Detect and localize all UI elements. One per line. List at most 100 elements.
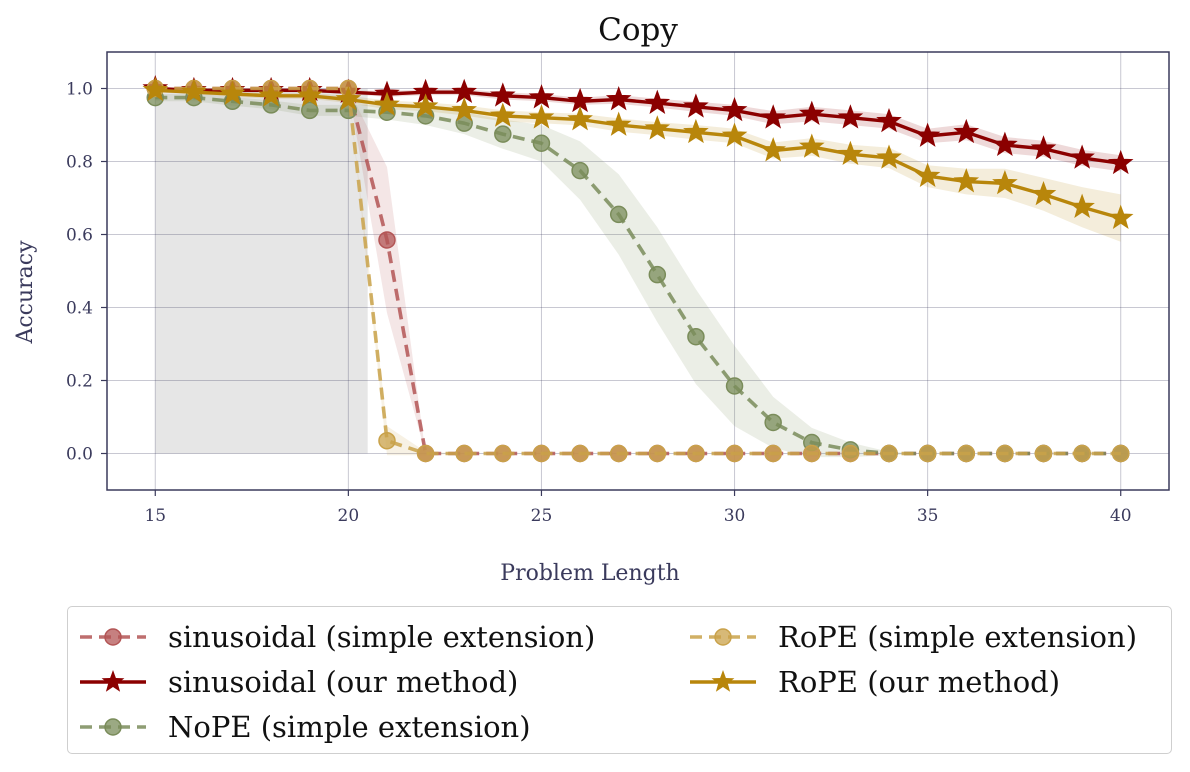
data-point	[1107, 204, 1134, 229]
data-point	[996, 444, 1014, 463]
data-point	[683, 93, 709, 118]
x-tick-label: 20	[338, 506, 360, 526]
legend-item-rope-ours: RoPE (our method)	[688, 662, 1060, 702]
data-point	[181, 78, 207, 104]
legend-swatch-marker	[104, 628, 122, 646]
legend-item-sinusoidal-ours: sinusoidal (our method)	[78, 662, 518, 702]
y-tick-label: 0.6	[66, 226, 93, 246]
data-point	[416, 444, 435, 463]
band-nope-simple-extension	[155, 94, 1121, 458]
data-point	[296, 82, 323, 107]
data-point	[378, 431, 396, 450]
data-point	[918, 444, 937, 463]
legend-item-rope-simple: RoPE (simple extension)	[688, 617, 1137, 657]
data-point	[721, 96, 748, 122]
data-point	[876, 144, 902, 169]
legend-label-sinusoidal-simple: sinusoidal (simple extension)	[168, 620, 596, 654]
data-point	[258, 82, 284, 107]
data-point	[1069, 193, 1095, 218]
data-point	[490, 82, 516, 107]
data-point	[764, 444, 782, 463]
y-tick-label: 0.4	[66, 299, 93, 319]
data-point	[1073, 444, 1091, 463]
data-point	[219, 80, 246, 105]
chart-legend: sinusoidal (simple extension) sinusoidal…	[67, 606, 1172, 754]
data-point	[837, 104, 864, 129]
data-point	[605, 86, 632, 111]
x-tick-label: 15	[144, 506, 166, 526]
data-point	[648, 444, 667, 463]
data-point	[953, 118, 980, 144]
data-point	[644, 89, 671, 114]
data-point	[374, 91, 400, 116]
data-point	[609, 444, 628, 463]
data-point	[455, 444, 473, 463]
plot-frame	[106, 51, 1170, 491]
data-point	[721, 122, 748, 147]
legend-label-rope-simple: RoPE (simple extension)	[778, 620, 1138, 654]
data-point	[803, 444, 821, 463]
chart-title: Copy	[598, 12, 678, 48]
data-point	[725, 444, 744, 463]
data-point	[1034, 444, 1053, 463]
data-point	[799, 133, 825, 158]
legend-swatch-marker	[104, 718, 122, 736]
data-point	[335, 86, 362, 111]
data-point	[841, 444, 860, 463]
training-region-shade	[155, 88, 368, 454]
series-rope-our-method	[142, 76, 1134, 229]
y-tick-label: 0.0	[66, 445, 93, 465]
legend-label-rope-ours: RoPE (our method)	[778, 665, 1061, 699]
legend-swatch-rope-ours	[690, 670, 756, 692]
data-point	[957, 444, 976, 463]
x-tick-label: 40	[1110, 506, 1132, 526]
data-point	[567, 106, 593, 131]
training-region	[155, 88, 368, 454]
data-point	[764, 413, 782, 432]
data-point	[648, 265, 667, 284]
data-point	[142, 76, 169, 102]
data-point	[1111, 444, 1130, 463]
data-point	[687, 327, 705, 346]
data-point	[532, 444, 551, 463]
legend-item-sinusoidal-simple: sinusoidal (simple extension)	[78, 617, 595, 657]
data-point	[876, 107, 902, 133]
data-point	[760, 137, 786, 162]
x-tick-label: 35	[917, 506, 939, 526]
data-point	[1030, 135, 1057, 160]
data-point	[1107, 149, 1134, 175]
legend-swatch-sinusoidal-ours	[80, 670, 146, 692]
legend-swatch-marker	[714, 628, 732, 646]
data-point	[412, 93, 439, 118]
data-point	[644, 115, 671, 140]
data-point	[532, 134, 551, 152]
legend-label-sinusoidal-ours: sinusoidal (our method)	[168, 665, 519, 699]
data-point	[300, 101, 319, 120]
x-axis-label: Problem Length	[500, 561, 679, 586]
data-point	[494, 444, 512, 463]
legend-item-nope-simple: NoPE (simple extension)	[78, 707, 531, 747]
data-point	[528, 104, 555, 129]
legend-swatch-nope-simple	[80, 718, 146, 736]
data-point	[725, 377, 744, 395]
x-tick-label: 25	[531, 506, 553, 526]
data-point	[571, 161, 589, 180]
data-point	[528, 84, 555, 109]
legend-swatch-marker	[711, 670, 735, 692]
data-point	[683, 118, 709, 144]
series-lines	[142, 75, 1134, 463]
data-point	[914, 122, 941, 147]
legend-swatch-rope-simple	[690, 628, 756, 646]
data-point	[609, 205, 628, 224]
data-point	[605, 111, 632, 136]
y-tick-label: 0.8	[66, 153, 93, 173]
data-point	[378, 231, 396, 249]
y-axis-ticks: 0.0 0.2 0.4 0.6 0.8 1.0	[66, 80, 107, 465]
legend-swatch-marker	[101, 670, 125, 692]
accuracy-chart: Copy 15 20 25 30 35 40 0.0 0.2 0.4 0.6 0.8 1.0 Pro…	[13, 12, 1170, 586]
data-point	[687, 444, 705, 463]
legend-swatch-sinusoidal-simple	[80, 628, 146, 646]
data-point	[914, 162, 941, 187]
data-point	[760, 104, 786, 129]
x-axis-ticks: 15 20 25 30 35 40	[144, 490, 1132, 526]
